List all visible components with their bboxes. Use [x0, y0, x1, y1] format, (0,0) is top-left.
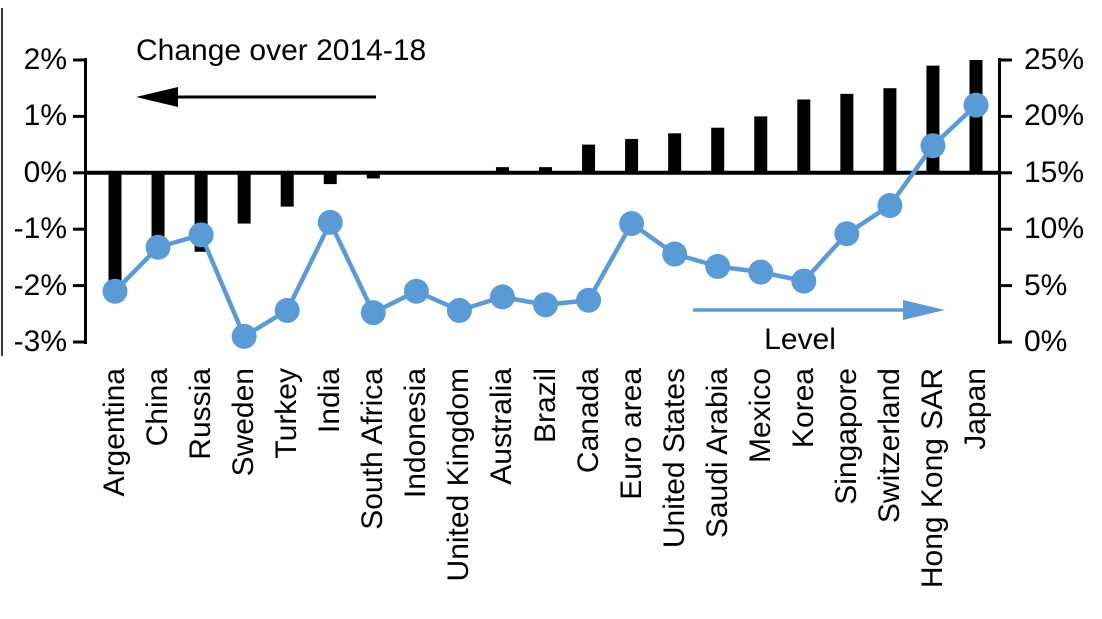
- left-axis-label--3%: -3%: [13, 325, 67, 358]
- category-label-Singapore: Singapore: [829, 368, 863, 505]
- change-arrow-left-icon: [136, 87, 376, 107]
- level-dot-Argentina: [102, 278, 128, 304]
- level-dot-India: [317, 209, 343, 235]
- category-label-Mexico: Mexico: [743, 368, 777, 464]
- category-label-Korea: Korea: [786, 368, 820, 449]
- category-label-Euro area: Euro area: [614, 368, 648, 500]
- category-label-Japan: Japan: [959, 368, 992, 450]
- level-dot-Singapore: [834, 221, 860, 247]
- level-dot-China: [145, 234, 171, 260]
- bar-Argentina: [108, 172, 122, 286]
- line-series-title: Level: [764, 323, 836, 356]
- level-dot-Canada: [576, 287, 602, 313]
- level-dot-Brazil: [533, 292, 558, 318]
- plot-area: [73, 58, 1012, 349]
- category-label-Sweden: Sweden: [227, 368, 261, 477]
- category-label-Canada: Canada: [571, 368, 605, 474]
- category-label-South Africa: South Africa: [356, 368, 390, 530]
- level-dot-Switzerland: [877, 193, 903, 219]
- bar-South Africa: [366, 172, 380, 179]
- bar-Canada: [582, 144, 596, 173]
- level-dot-Mexico: [748, 259, 774, 285]
- right-axis-label-5%: 5%: [1024, 268, 1068, 302]
- level-dot-Saudi Arabia: [705, 253, 731, 279]
- level-dot-Korea: [791, 268, 817, 294]
- bar-Sweden: [237, 172, 251, 224]
- category-label-Switzerland: Switzerland: [872, 368, 906, 524]
- bar-Euro area: [625, 138, 639, 173]
- category-label-United States: United States: [657, 368, 691, 549]
- category-label-Hong Kong SAR: Hong Kong SAR: [915, 368, 949, 589]
- bar-Brazil: [539, 167, 552, 173]
- bar-Saudi Arabia: [711, 127, 725, 173]
- bar-Switzerland: [883, 88, 897, 173]
- level-dot-Australia: [489, 284, 515, 310]
- right-axis-label-20%: 20%: [1024, 99, 1085, 133]
- bar-India: [323, 172, 337, 185]
- bar-Korea: [797, 99, 811, 173]
- bar-Australia: [495, 167, 509, 173]
- bar-Singapore: [840, 93, 854, 173]
- level-arrow-right-icon: [693, 300, 945, 320]
- level-dot-South Africa: [360, 300, 386, 326]
- level-dot-Euro area: [619, 211, 645, 237]
- left-axis-label-2%: 2%: [23, 43, 67, 76]
- category-label-Turkey: Turkey: [270, 368, 304, 459]
- category-label-Argentina: Argentina: [98, 368, 131, 497]
- level-dot-Indonesia: [403, 278, 429, 304]
- bar-series-title: Change over 2014-18: [136, 34, 427, 67]
- level-dot-United Kingdom: [446, 297, 472, 323]
- level-dot-Sweden: [231, 323, 257, 349]
- figure-edge-line: [1, 8, 3, 356]
- level-dot-Japan: [963, 92, 989, 118]
- category-label-China: China: [141, 368, 175, 447]
- level-dot-United States: [662, 241, 688, 267]
- left-axis-label--2%: -2%: [13, 268, 67, 302]
- category-label-India: India: [313, 368, 347, 434]
- category-label-Australia: Australia: [485, 368, 519, 485]
- left-axis-label--1%: -1%: [13, 212, 67, 246]
- category-label-Saudi Arabia: Saudi Arabia: [700, 368, 734, 539]
- bar-United States: [668, 133, 682, 173]
- category-label-Russia: Russia: [184, 368, 218, 460]
- category-label-Indonesia: Indonesia: [399, 368, 433, 499]
- bar-Mexico: [754, 116, 768, 173]
- category-label-Brazil: Brazil: [528, 368, 562, 444]
- right-axis-label-0%: 0%: [1024, 325, 1068, 358]
- right-axis-label-25%: 25%: [1024, 43, 1085, 76]
- bar-Turkey: [280, 172, 294, 207]
- category-label-United Kingdom: United Kingdom: [442, 368, 476, 582]
- level-dot-Hong Kong SAR: [920, 133, 946, 159]
- right-axis-label-10%: 10%: [1024, 212, 1085, 246]
- left-axis-label-0%: 0%: [23, 155, 67, 189]
- right-axis-label-15%: 15%: [1024, 155, 1085, 189]
- level-dot-Russia: [188, 222, 214, 248]
- left-axis-label-1%: 1%: [23, 99, 67, 133]
- level-dot-Turkey: [274, 297, 300, 323]
